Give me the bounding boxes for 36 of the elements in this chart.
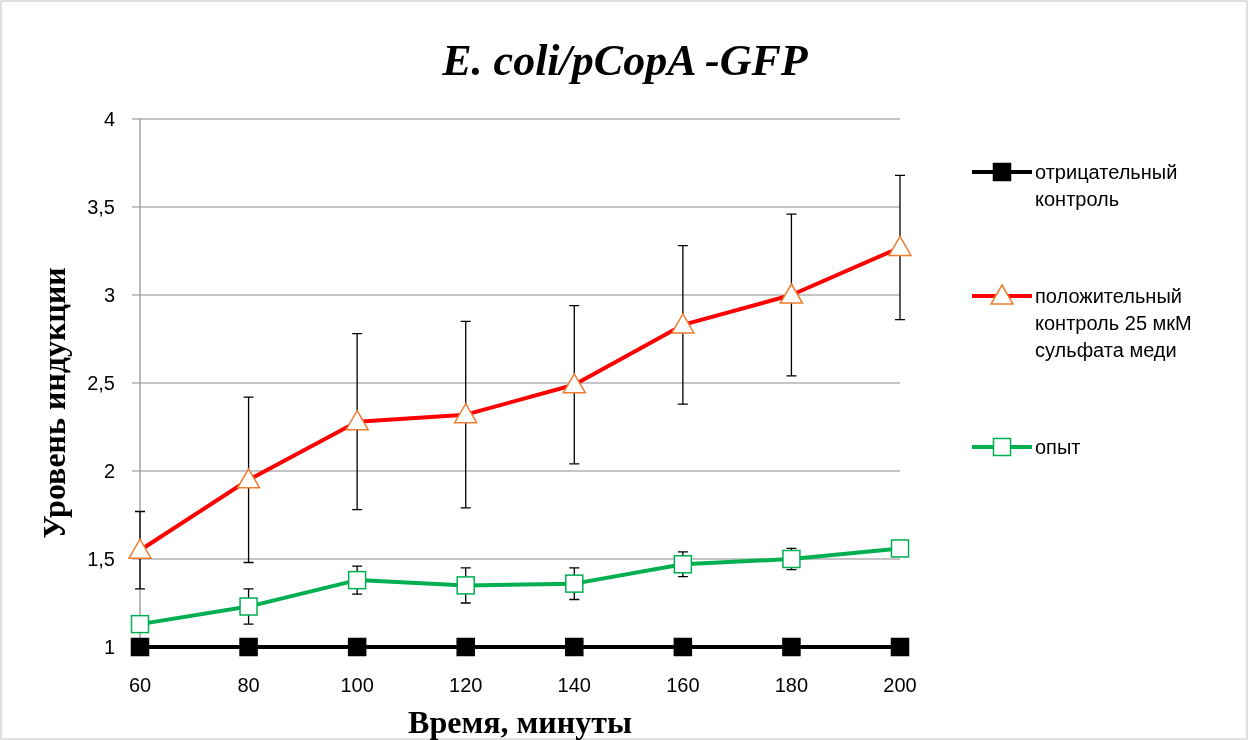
x-tick-label: 140 <box>557 674 591 696</box>
x-tick-label: 60 <box>128 674 152 696</box>
x-tick-label: 160 <box>666 674 700 696</box>
chart-title: E. coli/pCopA -GFP <box>441 36 809 85</box>
y-tick-label: 3,5 <box>87 196 115 218</box>
y-tick-label: 3 <box>103 284 115 306</box>
point <box>130 637 150 657</box>
y-tick-label: 1,5 <box>87 548 115 570</box>
point <box>890 637 910 657</box>
y-tick-label: 2 <box>103 460 115 482</box>
point <box>673 637 693 657</box>
x-tick-label: 100 <box>340 674 374 696</box>
point <box>890 539 910 558</box>
x-tick-label: 200 <box>883 674 917 696</box>
point <box>239 597 258 616</box>
y-tick-label: 1 <box>103 636 115 658</box>
legend-label: отрицательный контроль <box>1035 161 1178 210</box>
y-axis-title: Уровень индукции <box>36 267 72 539</box>
y-tick-label: 2,5 <box>87 372 115 394</box>
point <box>239 637 258 657</box>
point <box>782 637 801 657</box>
y-tick-label: 4 <box>103 108 115 130</box>
x-tick-label: 120 <box>449 674 483 696</box>
legend-label: положительный контроль 25 мкМ сульфата меди <box>1035 285 1192 361</box>
point <box>130 614 150 634</box>
point <box>456 576 475 595</box>
legend-label: опыт <box>1035 436 1081 458</box>
point <box>565 574 584 593</box>
point <box>347 637 367 657</box>
point <box>456 637 475 657</box>
x-tick-label: 80 <box>237 674 260 696</box>
point <box>347 570 367 590</box>
point <box>673 555 693 574</box>
x-axis-title: Время, минуты <box>408 704 632 740</box>
x-tick-label: 180 <box>774 674 809 696</box>
point <box>565 637 584 657</box>
